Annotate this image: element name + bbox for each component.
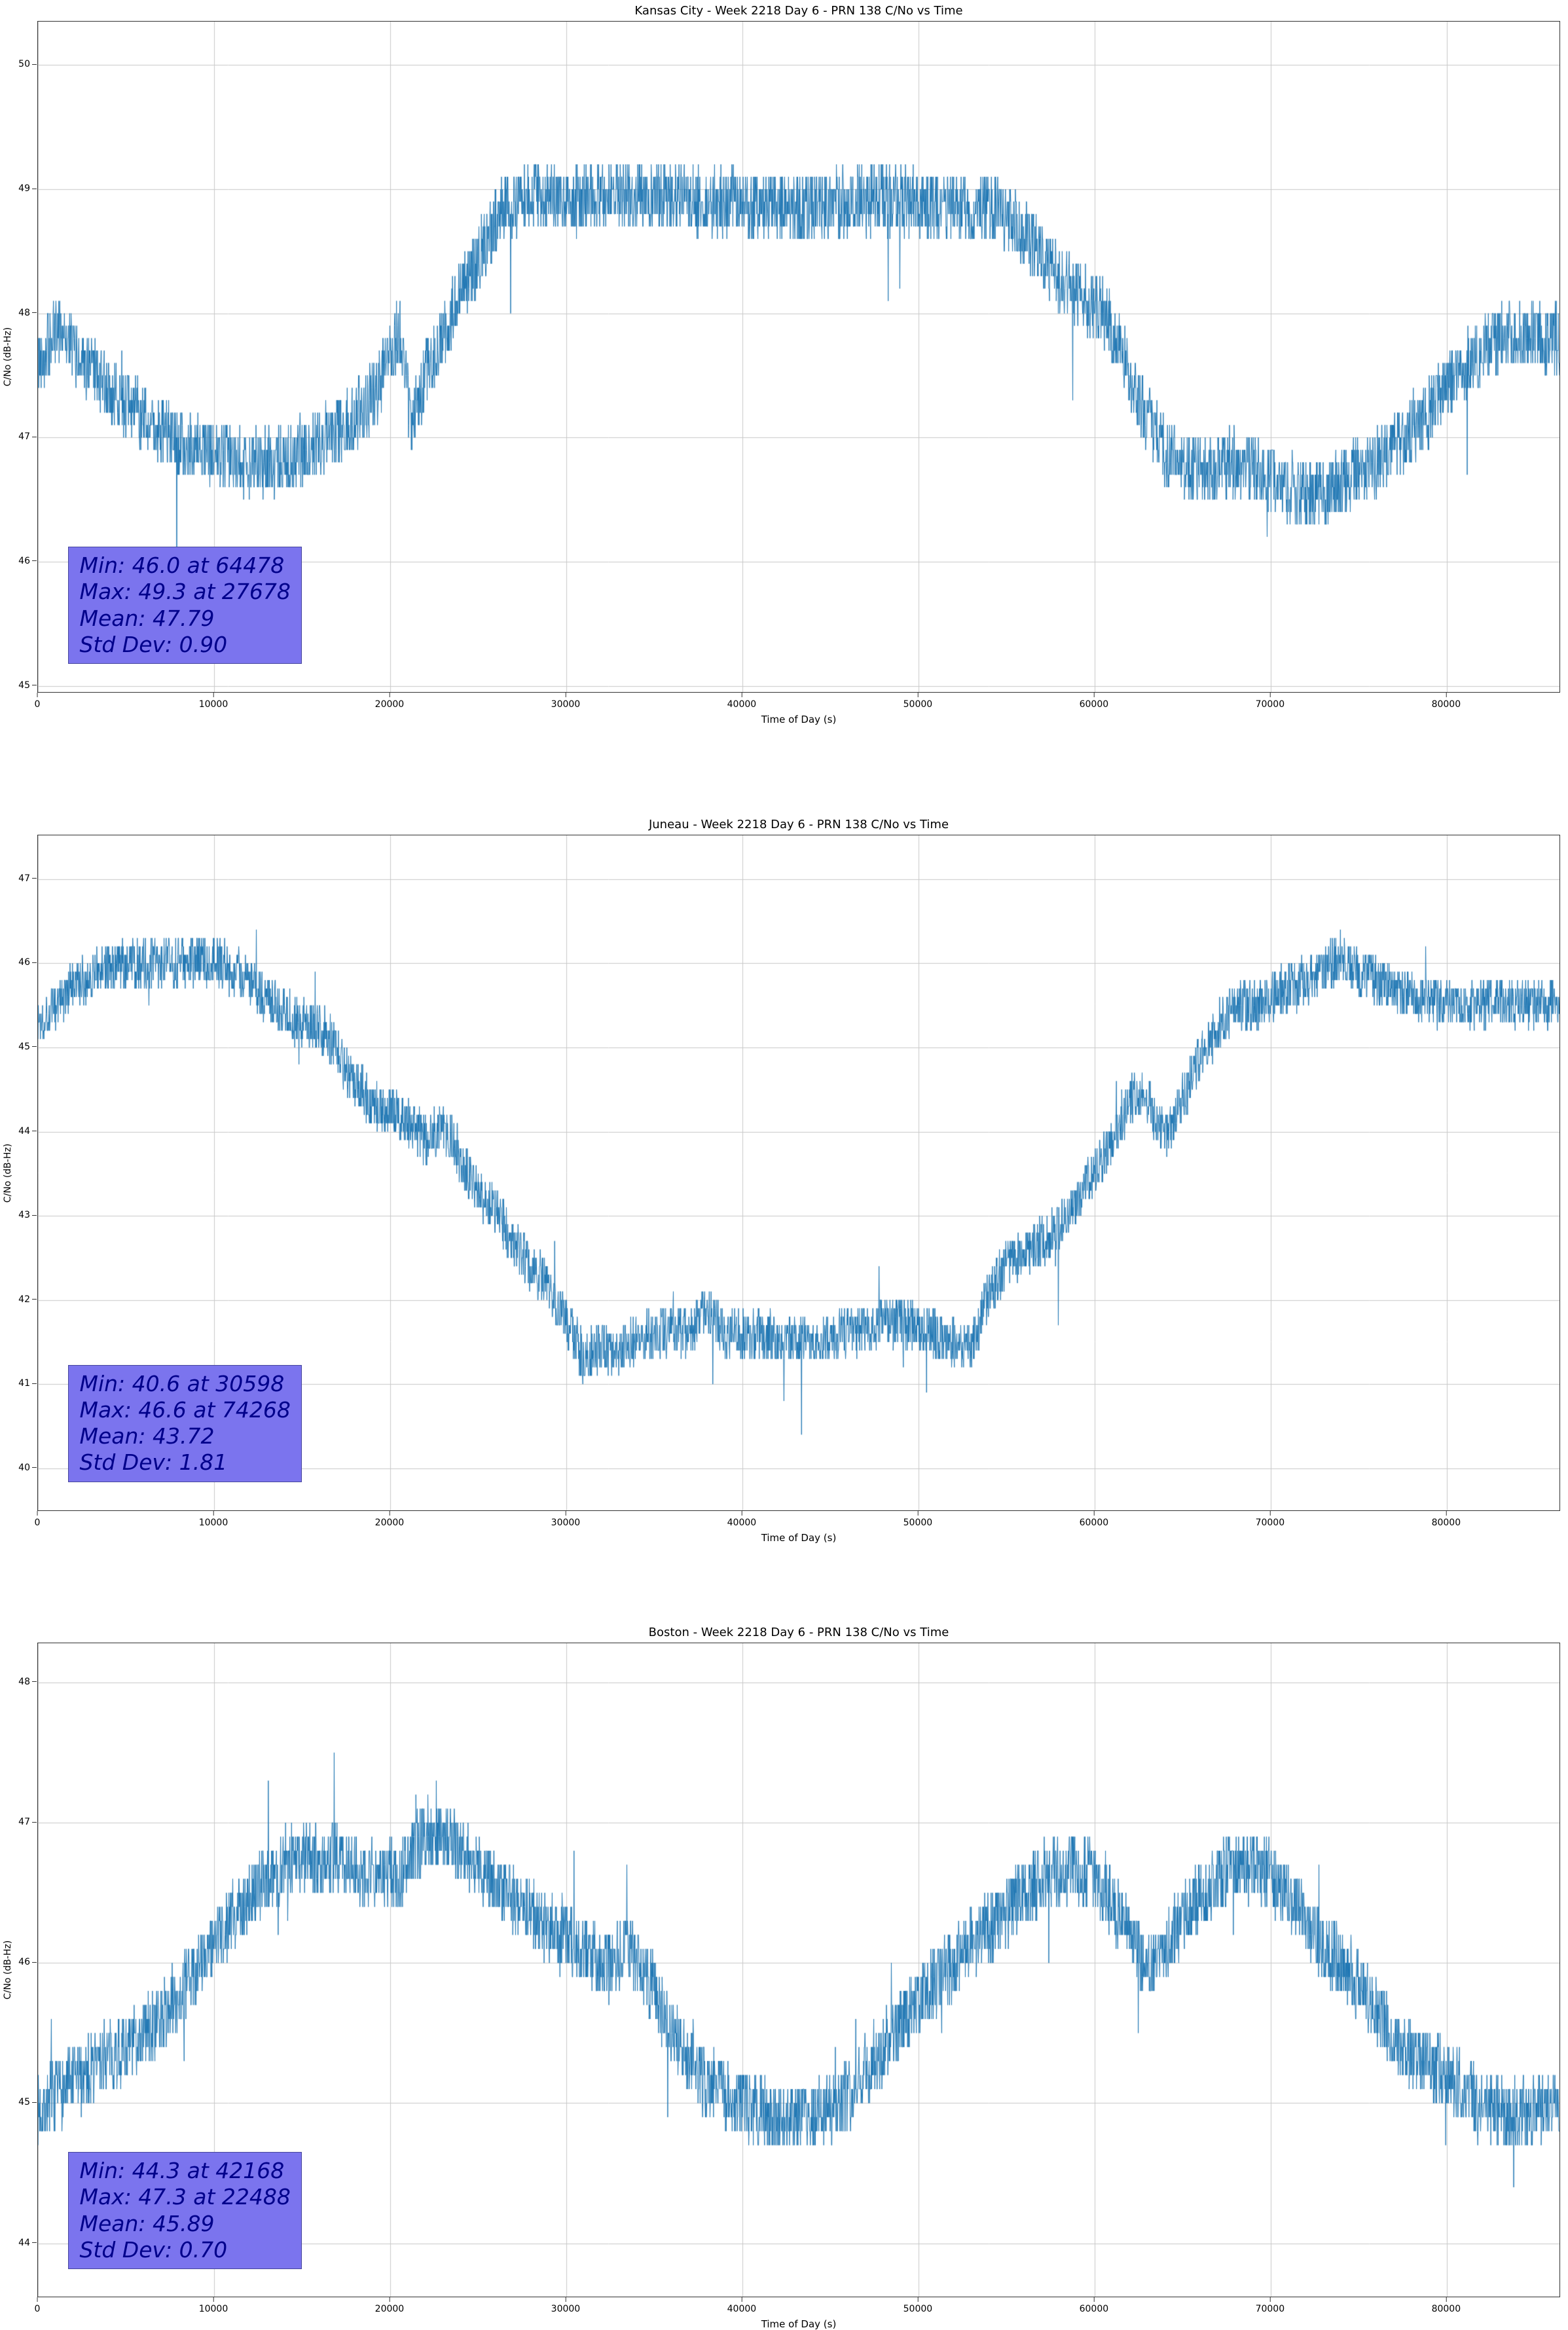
stat-min: Min: 44.3 at 42168 [79,2158,285,2184]
x-axis: 0 10000 20000 30000 40000 50000 60000 70000 8000… [35,2297,1560,2320]
x-tick-label: 30000 [551,693,580,710]
y-tick-label: 41 [18,1378,37,1389]
stat-max: Max: 47.3 at 22488 [79,2184,291,2210]
figure-kansas-city: Kansas City - Week 2218 Day 6 - PRN 138 … [0,0,1568,814]
y-tick-label: 49 [18,183,37,194]
stat-mean: Mean: 45.89 [79,2210,215,2236]
y-tick-label: 45 [18,1042,37,1052]
stat-min: Min: 46.0 at 64478 [79,553,285,578]
x-tick-label: 80000 [1432,1511,1461,1528]
y-tick-label: 46 [18,556,37,566]
plot-area: Min: 44.3 at 42168 Max: 47.3 at 22488 Me… [37,1643,1560,2297]
chart-title: Juneau - Week 2218 Day 6 - PRN 138 C/No … [648,818,949,831]
y-axis: 40 41 42 43 44 45 46 47 [0,835,37,1511]
y-tick-label: 40 [18,1463,37,1473]
chart-title: Boston - Week 2218 Day 6 - PRN 138 C/No … [648,1626,949,1639]
x-tick-label: 60000 [1080,693,1108,710]
y-tick-label: 48 [18,308,37,318]
y-tick-label: 45 [18,2097,37,2107]
x-tick-label: 60000 [1080,2297,1108,2314]
chart-title: Kansas City - Week 2218 Day 6 - PRN 138 … [634,4,963,18]
y-tick-label: 50 [18,59,37,69]
x-tick-label: 70000 [1256,2297,1285,2314]
stat-stddev: Std Dev: 0.90 [79,631,228,657]
stats-annotation: Min: 40.6 at 30598 Max: 46.6 at 74268 Me… [68,1364,302,1482]
plot-area: Min: 40.6 at 30598 Max: 46.6 at 74268 Me… [37,835,1560,1511]
x-tick-label: 50000 [903,2297,932,2314]
x-tick-label: 0 [35,693,40,710]
y-tick-label: 47 [18,431,37,442]
y-tick-label: 44 [18,2238,37,2248]
y-axis: 45 46 47 48 49 50 [0,21,37,693]
stat-max: Max: 49.3 at 27678 [79,579,291,605]
y-tick-label: 46 [18,957,37,968]
stat-min: Min: 40.6 at 30598 [79,1370,285,1396]
y-axis: 44 45 46 47 48 [0,1643,37,2297]
x-tick-label: 0 [35,2297,40,2314]
y-tick-label: 45 [18,680,37,691]
x-axis-label: Time of Day (s) [761,1532,837,1544]
figure-boston: Boston - Week 2218 Day 6 - PRN 138 C/No … [0,1622,1568,2330]
x-tick-label: 10000 [199,2297,228,2314]
stat-mean: Mean: 43.72 [79,1423,215,1449]
x-axis-label: Time of Day (s) [761,714,837,725]
stat-stddev: Std Dev: 1.81 [79,1449,228,1476]
x-tick-label: 40000 [727,693,756,710]
y-tick-label: 47 [18,873,37,884]
x-tick-label: 40000 [727,1511,756,1528]
x-tick-label: 30000 [551,2297,580,2314]
stats-annotation: Min: 46.0 at 64478 Max: 49.3 at 27678 Me… [68,547,302,664]
x-tick-label: 80000 [1432,2297,1461,2314]
figure-juneau: Juneau - Week 2218 Day 6 - PRN 138 C/No … [0,814,1568,1622]
plot-area: Min: 46.0 at 64478 Max: 49.3 at 27678 Me… [37,21,1560,693]
stat-mean: Mean: 47.79 [79,605,215,631]
x-tick-label: 0 [35,1511,40,1528]
y-tick-label: 47 [18,1817,37,1827]
x-axis-label: Time of Day (s) [761,2318,837,2330]
y-tick-label: 42 [18,1294,37,1305]
x-tick-label: 80000 [1432,693,1461,710]
x-tick-label: 30000 [551,1511,580,1528]
x-tick-label: 60000 [1080,1511,1108,1528]
x-tick-label: 20000 [375,693,404,710]
x-tick-label: 70000 [1256,1511,1285,1528]
x-tick-label: 70000 [1256,693,1285,710]
x-tick-label: 20000 [375,2297,404,2314]
x-tick-label: 50000 [903,1511,932,1528]
y-tick-label: 48 [18,1677,37,1687]
stat-max: Max: 46.6 at 74268 [79,1396,291,1423]
x-axis: 0 10000 20000 30000 40000 50000 60000 70000 8000… [35,1511,1560,1533]
x-axis: 0 10000 20000 30000 40000 50000 60000 70000 8000… [35,693,1560,715]
y-tick-label: 43 [18,1210,37,1220]
stats-annotation: Min: 44.3 at 42168 Max: 47.3 at 22488 Me… [68,2152,302,2270]
x-tick-label: 10000 [199,1511,228,1528]
x-tick-label: 20000 [375,1511,404,1528]
y-tick-label: 46 [18,1957,37,1967]
stat-stddev: Std Dev: 0.70 [79,2236,228,2263]
y-tick-label: 44 [18,1126,37,1137]
x-tick-label: 10000 [199,693,228,710]
x-tick-label: 50000 [903,693,932,710]
x-tick-label: 40000 [727,2297,756,2314]
